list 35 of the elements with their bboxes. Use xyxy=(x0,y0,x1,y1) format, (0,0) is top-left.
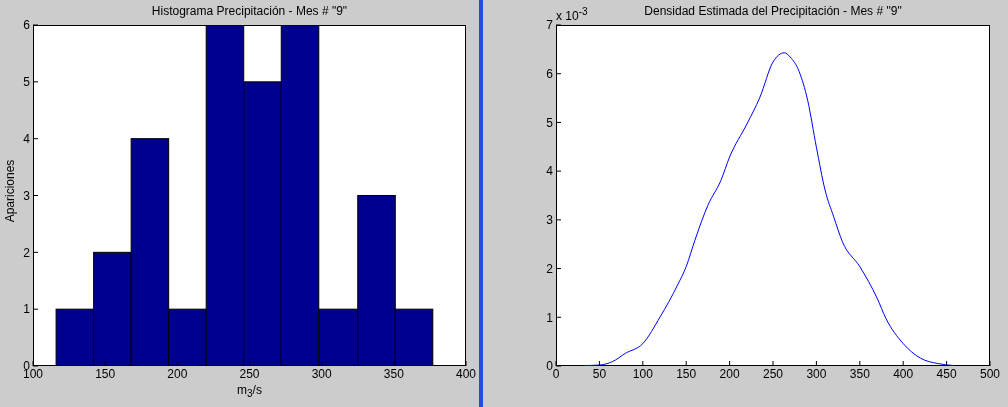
y-tick-label: 3 xyxy=(546,213,554,228)
y-tick-label: 2 xyxy=(23,245,31,260)
y-tick-label: 7 xyxy=(546,18,554,33)
x-tick-label: 200 xyxy=(719,366,740,381)
x-tick-label: 250 xyxy=(239,366,260,381)
x-tick-label: 300 xyxy=(806,366,827,381)
x-tick-label: 500 xyxy=(979,366,1001,381)
y-tick-label: 2 xyxy=(546,261,554,276)
chart-title: Densidad Estimada del Precipitación - Mes # "9" xyxy=(644,4,902,18)
y-tick-label: 4 xyxy=(546,164,554,179)
x-tick-label: 100 xyxy=(632,366,654,381)
y-tick-label: 5 xyxy=(546,115,554,130)
x-tick-label: 250 xyxy=(762,366,784,381)
y-tick-label: 1 xyxy=(546,310,554,325)
y-axis-title: Apariciones xyxy=(3,158,17,225)
x-tick-label: 350 xyxy=(383,366,405,381)
x-tick-label: 150 xyxy=(95,366,116,381)
x-tick-label: 450 xyxy=(936,366,957,381)
x-tick-label: 150 xyxy=(676,366,697,381)
x-tick-label: 300 xyxy=(311,366,332,381)
x-tick-label: 200 xyxy=(167,366,188,381)
x-tick-label: 400 xyxy=(893,366,914,381)
line-series xyxy=(584,52,955,366)
y-tick-label: 6 xyxy=(546,66,554,81)
chart-title: Histograma Precipitación - Mes # "9" xyxy=(150,4,349,18)
text: x 10$^{-3}$ xyxy=(556,6,588,23)
x-tick-label: 400 xyxy=(455,366,477,381)
y-tick-label: 5 xyxy=(23,75,31,90)
y-tick-label: 6 xyxy=(23,18,31,33)
y-tick-label: 3 xyxy=(23,188,31,203)
y-tick-label: 4 xyxy=(23,131,31,146)
x-tick-label: 350 xyxy=(849,366,871,381)
x-axis-title: m$_{3}$/s xyxy=(236,383,263,400)
y-tick-label: 1 xyxy=(23,302,31,317)
x-tick-label: 50 xyxy=(592,366,607,381)
